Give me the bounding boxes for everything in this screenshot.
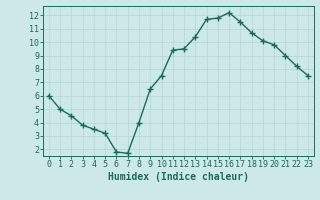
X-axis label: Humidex (Indice chaleur): Humidex (Indice chaleur)	[108, 172, 249, 182]
